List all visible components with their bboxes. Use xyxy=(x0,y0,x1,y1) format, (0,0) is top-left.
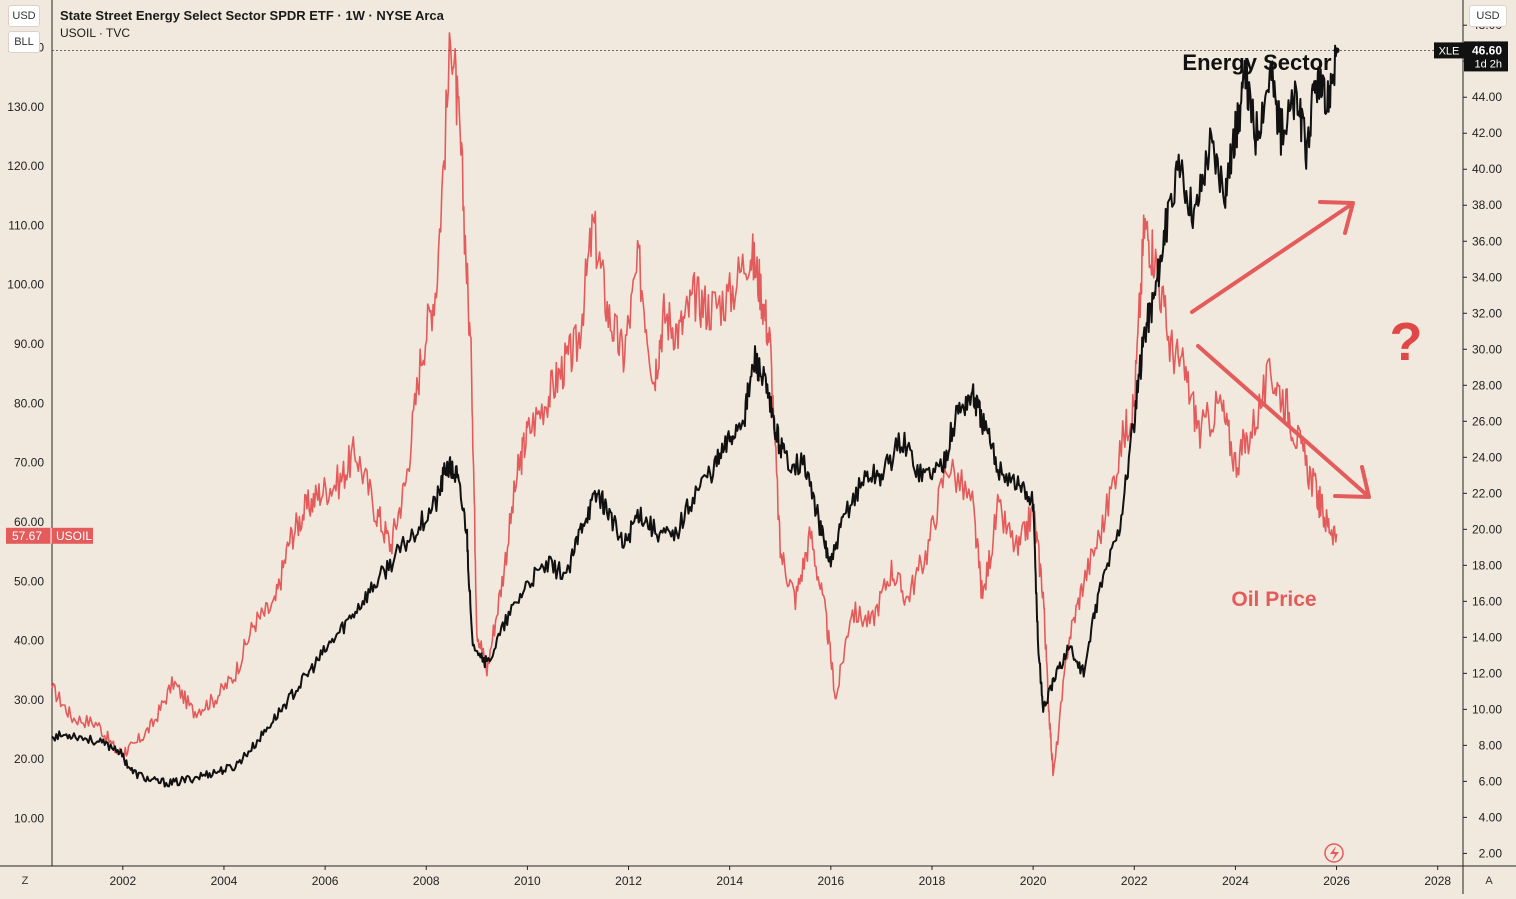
x-tick-label: 2010 xyxy=(514,874,541,888)
x-axis: 2002 2004 2006 2008 2010 2012 2014 2016 2018 2020… xyxy=(109,866,1451,888)
right-tick-label: 4.00 xyxy=(1479,810,1503,824)
x-tick-label: 2004 xyxy=(211,874,238,888)
right-tick-label: 12.00 xyxy=(1472,666,1502,680)
right-tick-label: 30.00 xyxy=(1472,342,1502,356)
x-tick-label: 2020 xyxy=(1020,874,1047,888)
xle-price-box xyxy=(1464,41,1508,72)
right-tick-label: 34.00 xyxy=(1472,270,1502,284)
left-axis: 10.00 20.00 30.00 40.00 50.00 60.00 70.00 80.00… xyxy=(7,40,44,825)
chart-title: State Street Energy Select Sector SPDR E… xyxy=(60,8,444,23)
right-tick-label: 36.00 xyxy=(1472,234,1502,248)
x-tick-label: 2006 xyxy=(312,874,339,888)
left-unit-button[interactable]: BLL xyxy=(8,31,40,53)
right-currency-button[interactable]: USD xyxy=(1469,5,1507,27)
oil-tag-box xyxy=(6,527,93,544)
xle-timer-label: 1d 2h xyxy=(1474,58,1502,70)
down-arrow-head xyxy=(1333,465,1371,499)
x-tick-label: 2028 xyxy=(1424,874,1451,888)
right-axis: 2.00 4.00 6.00 8.00 10.00 12.00 14.00 16.00 18.0… xyxy=(1463,18,1502,860)
left-tick-label: 10.00 xyxy=(14,812,44,826)
right-tick-label: 44.00 xyxy=(1472,90,1502,104)
left-tick-label: 80.00 xyxy=(14,396,44,410)
oil-price-line xyxy=(51,32,1338,777)
lightning-glyph xyxy=(1330,846,1339,861)
right-tick-label: 38.00 xyxy=(1472,198,1502,212)
right-tick-label: 2.00 xyxy=(1479,846,1503,860)
left-tick-label: 120.00 xyxy=(7,159,44,173)
right-tick-label: 32.00 xyxy=(1472,306,1502,320)
left-tick-label: 40.00 xyxy=(14,634,44,648)
left-tick-label: 130.00 xyxy=(7,100,44,114)
oil-price-label: 57.67 xyxy=(12,529,42,543)
left-tick-label: 110.00 xyxy=(8,218,44,232)
chart-subtitle: USOIL · TVC xyxy=(60,26,131,40)
right-tick-label: 40.00 xyxy=(1472,162,1502,176)
left-tick-label: 20.00 xyxy=(14,752,44,766)
xle-tag-label: XLE xyxy=(1439,45,1460,57)
x-tick-label: 2008 xyxy=(413,874,440,888)
right-tick-label: 18.00 xyxy=(1472,558,1502,572)
right-tick-label: 14.00 xyxy=(1472,630,1502,644)
oil-tag-label: USOIL xyxy=(56,529,92,543)
zoom-button[interactable]: Z xyxy=(21,875,29,887)
x-tick-label: 2014 xyxy=(716,874,743,888)
xle-last-point xyxy=(1333,47,1340,54)
oil-price-annotation: Oil Price xyxy=(1231,588,1316,611)
right-tick-label: 8.00 xyxy=(1479,738,1503,752)
x-tick-label: 2024 xyxy=(1222,874,1249,888)
left-tick-label: 30.00 xyxy=(14,693,44,707)
x-tick-label: 2022 xyxy=(1121,874,1148,888)
energy-sector-line xyxy=(51,44,1338,788)
xle-tag-box xyxy=(1434,42,1464,59)
right-tick-label: 42.00 xyxy=(1472,126,1502,140)
left-tick-label: 60.00 xyxy=(14,515,44,529)
left-currency-button[interactable]: USD xyxy=(8,5,40,27)
down-arrow-shaft xyxy=(1196,344,1370,498)
up-arrow-shaft xyxy=(1190,202,1354,314)
lightning-icon xyxy=(1324,843,1344,863)
x-tick-label: 2012 xyxy=(615,874,642,888)
right-tick-label: 10.00 xyxy=(1472,702,1502,716)
x-tick-label: 2018 xyxy=(919,874,946,888)
right-tick-label: 28.00 xyxy=(1472,378,1502,392)
energy-sector-annotation: Energy Sector xyxy=(1182,50,1332,75)
question-mark-annotation: ? xyxy=(1390,312,1423,372)
auto-scale-button[interactable]: A xyxy=(1485,875,1493,887)
left-tick-label: 70.00 xyxy=(14,456,44,470)
left-tick-label: 90.00 xyxy=(14,337,44,351)
x-tick-label: 2002 xyxy=(109,874,136,888)
up-arrow-head xyxy=(1318,200,1355,235)
right-tick-label: 24.00 xyxy=(1472,450,1502,464)
right-tick-label: 26.00 xyxy=(1472,414,1502,428)
right-tick-label: 6.00 xyxy=(1479,774,1503,788)
right-tick-label: 22.00 xyxy=(1472,486,1502,500)
right-tick-label: 20.00 xyxy=(1472,522,1502,536)
xle-price-label: 46.60 xyxy=(1472,43,1502,57)
right-tick-label: 16.00 xyxy=(1472,594,1502,608)
x-tick-label: 2026 xyxy=(1323,874,1350,888)
x-tick-label: 2016 xyxy=(817,874,844,888)
left-tick-label: 100.00 xyxy=(7,278,44,292)
left-tick-label: 50.00 xyxy=(14,574,44,588)
